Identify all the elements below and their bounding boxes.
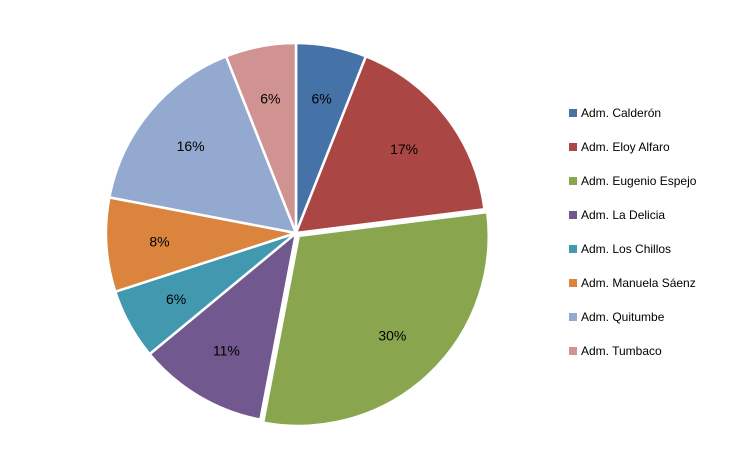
legend: Adm. Calderón Adm. Eloy Alfaro Adm. Eugeni…: [569, 106, 697, 358]
pie-slice-adm-quitumbe: [108, 55, 298, 235]
legend-swatch: [569, 211, 577, 219]
pie-value-label-adm-quitumbe: 16%: [177, 138, 205, 154]
legend-swatch: [569, 313, 577, 321]
legend-label: Adm. Eloy Alfaro: [581, 140, 670, 154]
pie-value-label-adm-la-delicia: 11%: [213, 343, 240, 359]
legend-label: Adm. Quitumbe: [581, 310, 665, 324]
legend-label: Adm. Calderón: [581, 106, 661, 120]
pie-value-label-adm-calderon: 6%: [312, 91, 332, 107]
pie-value-label-adm-tumbaco: 6%: [260, 91, 280, 107]
legend-label: Adm. Los Chillos: [581, 242, 671, 256]
pie-slice-adm-tumbaco: [224, 41, 298, 235]
pie-slice-adm-manuela-saenz: [104, 196, 298, 293]
pie-slice-adm-eugenio-espejo: [261, 210, 490, 428]
legend-label: Adm. Manuela Sáenz: [581, 276, 696, 290]
legend-swatch: [569, 245, 577, 253]
legend-swatch: [569, 279, 577, 287]
legend-label: Adm. Tumbaco: [581, 344, 662, 358]
legend-swatch: [569, 143, 577, 151]
legend-item-adm-quitumbe: Adm. Quitumbe: [569, 310, 665, 324]
legend-swatch: [569, 109, 577, 117]
pie-slices: [104, 41, 490, 428]
legend-label: Adm. La Delicia: [581, 208, 665, 222]
pie-value-label-adm-los-chillos: 6%: [166, 291, 186, 307]
legend-item-adm-manuela-saenz: Adm. Manuela Sáenz: [569, 276, 696, 290]
legend-swatch: [569, 347, 577, 355]
pie-value-label-adm-eugenio-espejo: 30%: [378, 328, 406, 344]
legend-item-adm-la-delicia: Adm. La Delicia: [569, 208, 665, 222]
pie-slice-adm-eloy-alfaro: [294, 55, 486, 235]
pie-slice-adm-la-delicia: [148, 231, 298, 421]
legend-item-adm-los-chillos: Adm. Los Chillos: [569, 242, 671, 256]
pie-value-label-adm-manuela-saenz: 8%: [149, 234, 169, 250]
legend-item-adm-eugenio-espejo: Adm. Eugenio Espejo: [569, 174, 697, 188]
pie-value-labels: 6% 17% 30% 11% 6% 8% 16% 6%: [149, 91, 418, 359]
legend-label: Adm. Eugenio Espejo: [581, 174, 697, 188]
legend-swatch: [569, 177, 577, 185]
pie-value-label-adm-eloy-alfaro: 17%: [390, 141, 418, 157]
legend-item-adm-eloy-alfaro: Adm. Eloy Alfaro: [569, 140, 670, 154]
legend-item-adm-tumbaco: Adm. Tumbaco: [569, 344, 662, 358]
legend-item-adm-calderon: Adm. Calderón: [569, 106, 661, 120]
